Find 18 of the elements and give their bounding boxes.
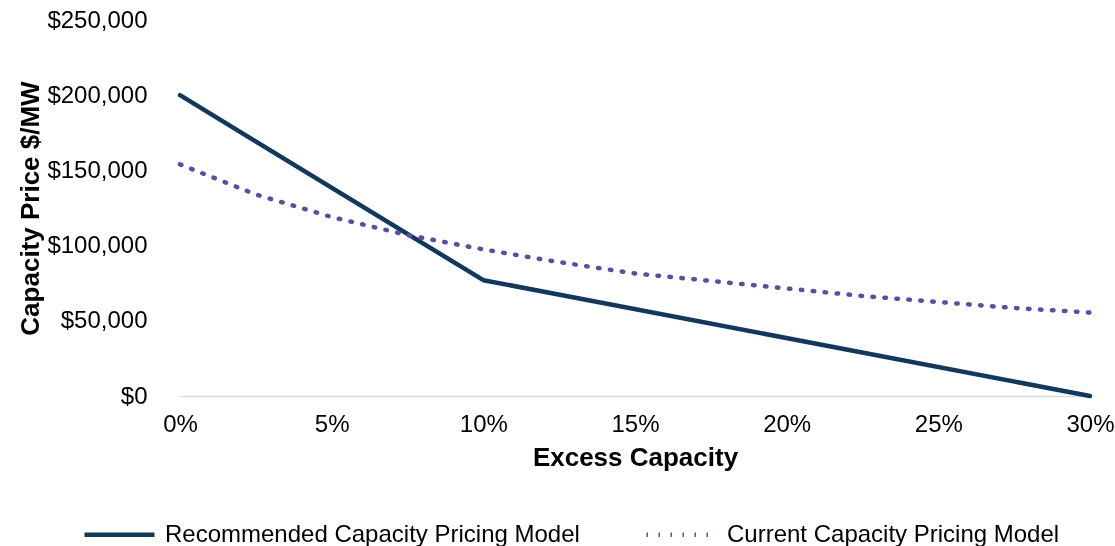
legend-label: Recommended Capacity Pricing Model: [165, 519, 580, 546]
x-tick-label: 25%: [914, 409, 963, 437]
x-tick-label: 5%: [314, 409, 350, 437]
x-axis-title: Excess Capacity: [532, 441, 739, 472]
x-tick-label: 15%: [611, 409, 660, 437]
y-tick-label: $150,000: [47, 155, 148, 183]
y-tick-label: $200,000: [47, 80, 148, 108]
legend-label: Current Capacity Pricing Model: [727, 519, 1060, 546]
y-axis-title: Capacity Price $/MW: [15, 80, 46, 336]
y-tick-label: $100,000: [47, 231, 148, 259]
x-tick-label: 0%: [163, 409, 198, 437]
x-tick-label: 10%: [459, 409, 508, 437]
x-tick-label: 30%: [1066, 409, 1115, 437]
y-tick-label: $0: [120, 381, 148, 409]
x-tick-label: 20%: [763, 409, 812, 437]
y-tick-label: $250,000: [47, 5, 148, 33]
line-series: [177, 162, 1093, 315]
y-tick-label: $50,000: [60, 306, 148, 334]
